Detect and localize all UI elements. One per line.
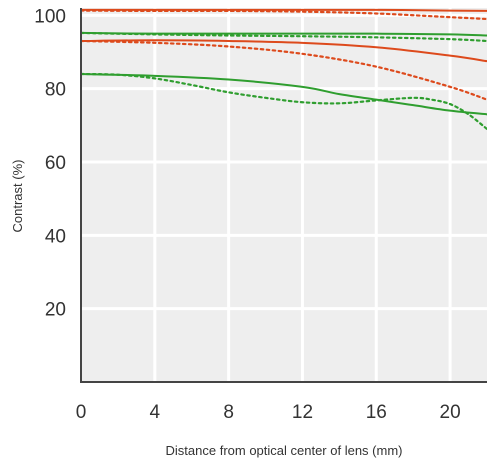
x-tick-label: 20 (440, 402, 461, 423)
y-axis-title: Contrast (%) (10, 160, 25, 233)
x-tick-label: 8 (223, 402, 234, 423)
axes (80, 8, 487, 383)
series-layer (81, 8, 487, 131)
y-tick-label: 40 (45, 226, 66, 247)
x-tick-label: 12 (292, 402, 313, 423)
plot-area (81, 8, 487, 382)
x-tick-label: 4 (150, 402, 161, 423)
series-line-green-solid-6 (81, 73, 487, 116)
x-tick-labels: 0 4 8 12 16 20 (76, 402, 461, 423)
series-line-green-dotted-5 (81, 31, 487, 43)
series-line-red-dotted-3 (81, 39, 487, 101)
x-tick-label: 0 (76, 402, 87, 423)
series-line-green-dotted-7 (81, 72, 487, 131)
y-tick-label: 60 (45, 153, 66, 174)
y-tick-label: 20 (45, 300, 66, 321)
series-line-red-solid-2 (81, 39, 487, 63)
y-tick-labels: 20 40 60 80 100 (34, 6, 66, 320)
y-tick-label: 80 (45, 80, 66, 101)
series-line-red-dotted-1 (81, 9, 487, 21)
x-tick-label: 16 (366, 402, 387, 423)
y-tick-label: 100 (34, 6, 66, 27)
x-axis-title: Distance from optical center of lens (mm… (166, 443, 403, 458)
